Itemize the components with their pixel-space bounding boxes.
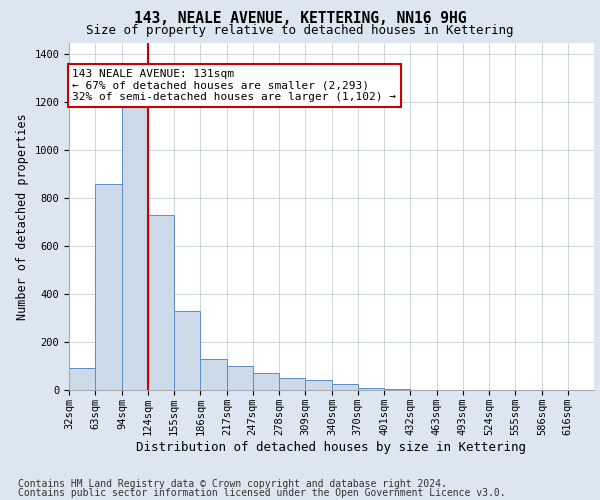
Text: Contains HM Land Registry data © Crown copyright and database right 2024.: Contains HM Land Registry data © Crown c…: [18, 479, 447, 489]
Bar: [227, 366, 253, 390]
Bar: [253, 373, 279, 390]
Text: 143, NEALE AVENUE, KETTERING, NN16 9HG: 143, NEALE AVENUE, KETTERING, NN16 9HG: [134, 11, 466, 26]
Bar: [148, 215, 174, 390]
Bar: [332, 384, 358, 390]
Bar: [95, 184, 122, 390]
Bar: [174, 311, 200, 390]
Bar: [384, 389, 410, 390]
Bar: [122, 95, 148, 390]
Text: 143 NEALE AVENUE: 131sqm
← 67% of detached houses are smaller (2,293)
32% of sem: 143 NEALE AVENUE: 131sqm ← 67% of detach…: [73, 69, 397, 102]
Y-axis label: Number of detached properties: Number of detached properties: [16, 113, 29, 320]
Text: Size of property relative to detached houses in Kettering: Size of property relative to detached ho…: [86, 24, 514, 37]
Bar: [69, 368, 95, 390]
Bar: [358, 388, 384, 390]
Bar: [279, 378, 305, 390]
Bar: [305, 380, 332, 390]
Bar: [200, 359, 227, 390]
Text: Contains public sector information licensed under the Open Government Licence v3: Contains public sector information licen…: [18, 488, 506, 498]
X-axis label: Distribution of detached houses by size in Kettering: Distribution of detached houses by size …: [137, 440, 527, 454]
